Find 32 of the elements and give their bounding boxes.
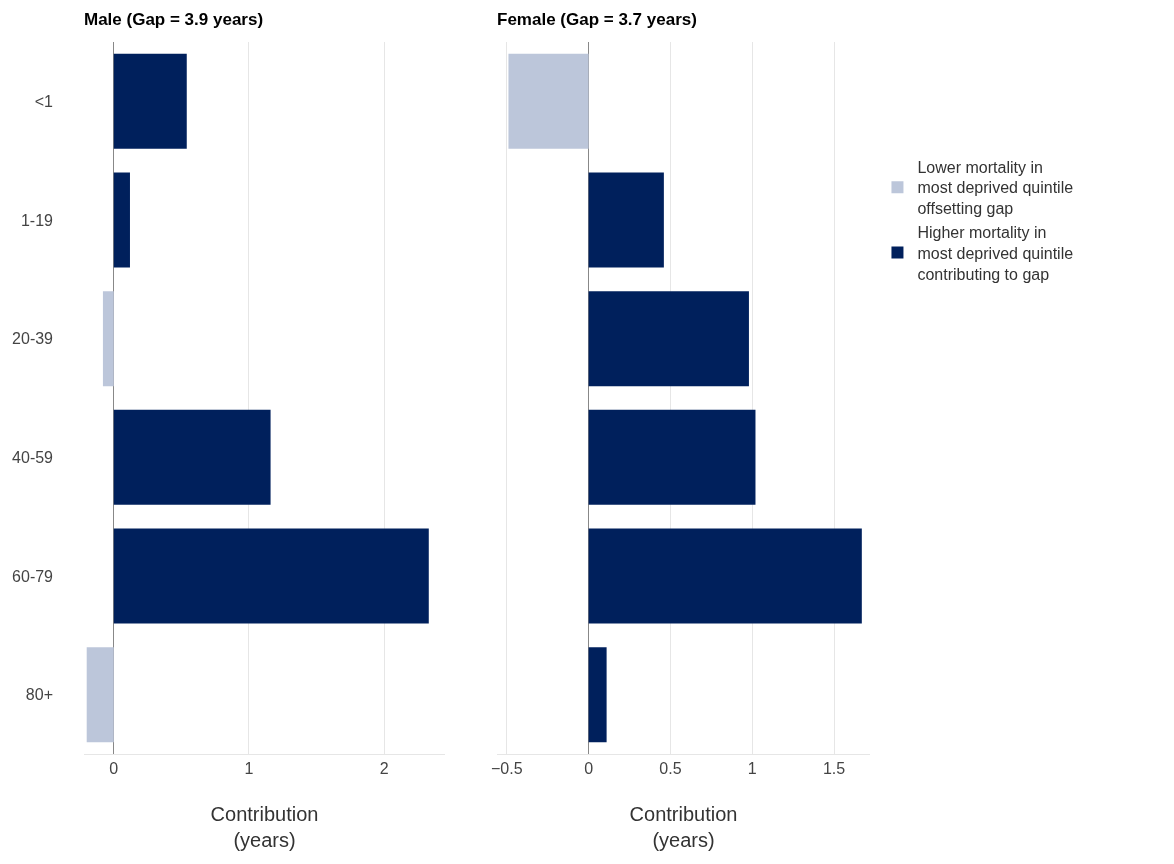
x-tick-label: 0 — [109, 760, 119, 778]
legend-label: Higher mortality in most deprived quintile contributing to gap — [917, 224, 1074, 283]
bar — [86, 647, 114, 743]
y-tick-label: <1 — [34, 92, 54, 110]
y-tick-label: 1-19 — [20, 211, 54, 229]
y-tick-label: 20-39 — [12, 330, 54, 348]
x-tick-label: 1.5 — [822, 760, 846, 778]
bar — [113, 409, 271, 505]
legend-label: Lower mortality in most deprived quintile offsetting gap — [917, 158, 1074, 218]
y-tick-label: 40-59 — [12, 448, 54, 466]
x-tick-label: −0.5 — [491, 760, 523, 778]
bar — [508, 53, 589, 149]
x-tick-label: 1 — [747, 760, 757, 778]
x-tick-label: 0 — [584, 760, 594, 778]
bar — [113, 528, 429, 624]
x-tick-label: 0.5 — [659, 760, 682, 778]
x-axis-title: Contribution (years) — [629, 802, 738, 851]
bar — [588, 291, 749, 387]
chart-title: Male (Gap = 3.9 years) — [84, 9, 264, 29]
chart-title: Female (Gap = 3.7 years) — [497, 9, 697, 29]
y-tick-label: 80+ — [25, 686, 53, 704]
x-tick-label: 2 — [379, 760, 389, 778]
y-tick-label: 60-79 — [12, 567, 54, 585]
bar — [113, 172, 130, 268]
bar — [102, 291, 114, 387]
x-tick-label: 1 — [244, 760, 254, 778]
bar — [588, 409, 756, 505]
bar — [588, 647, 607, 743]
bar — [113, 53, 187, 149]
bar — [588, 528, 862, 624]
x-axis-title: Contribution (years) — [210, 802, 319, 851]
bar — [588, 172, 664, 268]
